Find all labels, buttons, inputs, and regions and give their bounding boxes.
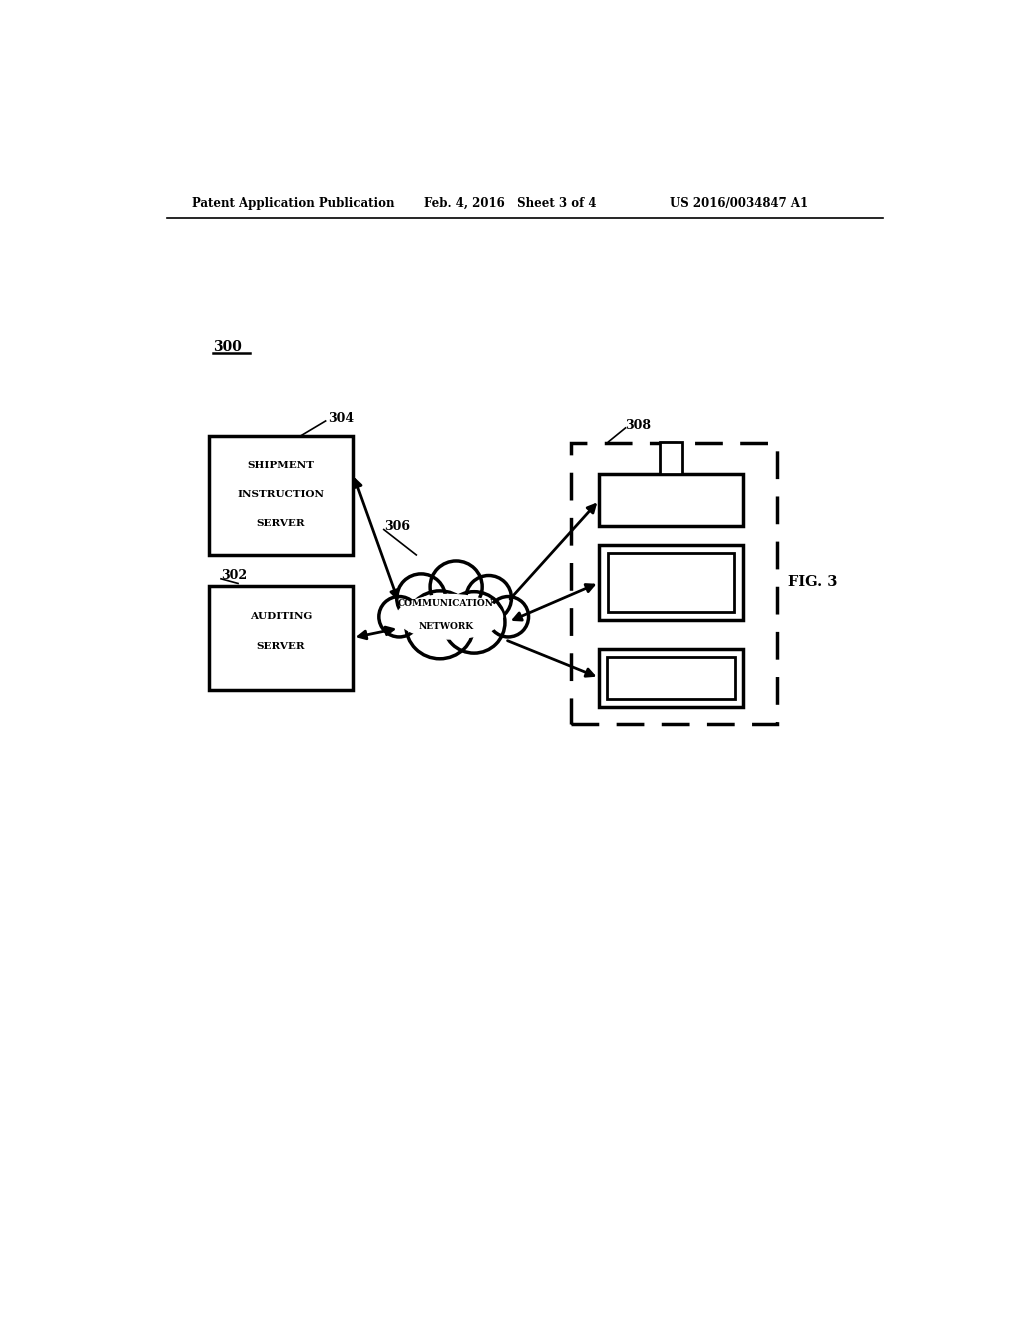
Text: 300: 300 — [213, 341, 242, 354]
Text: AUDITING: AUDITING — [250, 612, 312, 622]
Text: NETWORK: NETWORK — [418, 622, 473, 631]
Text: 304: 304 — [328, 412, 354, 425]
Text: Feb. 4, 2016   Sheet 3 of 4: Feb. 4, 2016 Sheet 3 of 4 — [424, 197, 597, 210]
Text: SERVER: SERVER — [257, 642, 305, 651]
Circle shape — [466, 576, 511, 620]
Text: COMMUNICATION: COMMUNICATION — [397, 599, 494, 609]
Circle shape — [430, 561, 482, 612]
FancyBboxPatch shape — [660, 442, 682, 474]
FancyBboxPatch shape — [209, 586, 352, 689]
Circle shape — [406, 591, 474, 659]
FancyBboxPatch shape — [571, 444, 776, 725]
Ellipse shape — [396, 594, 503, 639]
FancyBboxPatch shape — [607, 553, 734, 612]
Circle shape — [487, 597, 528, 638]
Text: 302: 302 — [221, 569, 247, 582]
Text: 308: 308 — [626, 418, 651, 432]
Circle shape — [443, 591, 505, 653]
Text: INSTRUCTION: INSTRUCTION — [238, 490, 325, 499]
Text: US 2016/0034847 A1: US 2016/0034847 A1 — [671, 197, 809, 210]
Text: Patent Application Publication: Patent Application Publication — [191, 197, 394, 210]
FancyBboxPatch shape — [599, 474, 742, 527]
Text: 306: 306 — [384, 520, 410, 533]
FancyBboxPatch shape — [599, 649, 742, 706]
FancyBboxPatch shape — [607, 656, 735, 700]
Text: SERVER: SERVER — [257, 520, 305, 528]
FancyBboxPatch shape — [209, 436, 352, 554]
Circle shape — [379, 597, 420, 638]
FancyBboxPatch shape — [599, 545, 742, 620]
Circle shape — [396, 574, 445, 623]
Text: FIG. 3: FIG. 3 — [788, 576, 838, 589]
Text: SHIPMENT: SHIPMENT — [248, 461, 314, 470]
